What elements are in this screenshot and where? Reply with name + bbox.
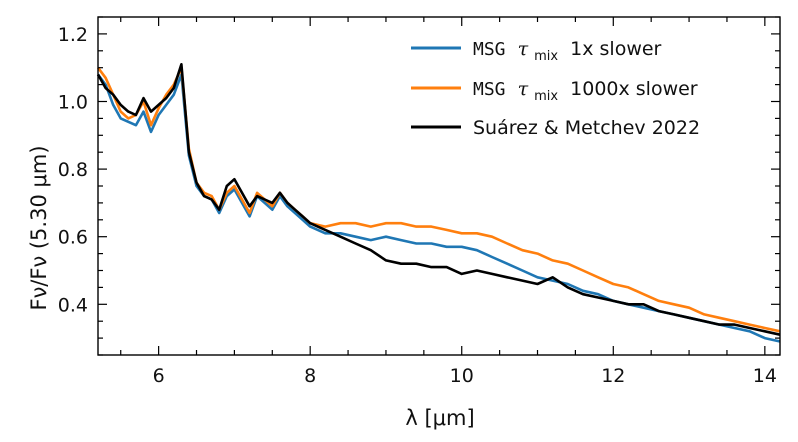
x-tick-label: 12 (601, 365, 625, 387)
y-tick-label: 1.2 (58, 24, 88, 46)
axis-ticks (98, 16, 780, 356)
legend-1-symbol: τ (518, 38, 529, 60)
y-axis-label: Fν/Fν (5.30 μm) (27, 145, 51, 310)
legend-entry-3: Suárez & Metchev 2022 (473, 117, 700, 139)
series-line-3 (96, 63, 781, 336)
series-line-1 (96, 73, 781, 343)
x-tick-label: 8 (304, 365, 316, 387)
legend-entry-1: MSG τ mix 1x slower (473, 38, 662, 65)
legend-1-subscript: mix (534, 49, 558, 64)
legend-2-subscript: mix (534, 89, 558, 104)
legend: MSG τ mix 1x slower MSG τ mix 1000x slow… (411, 38, 700, 139)
x-tick-label: 10 (450, 365, 474, 387)
legend-entry-2: MSG τ mix 1000x slower (473, 78, 698, 105)
y-tick-label: 1.0 (58, 92, 88, 114)
legend-2-prefix: MSG (473, 79, 506, 100)
y-tick-label: 0.8 (58, 159, 88, 181)
y-tick-label: 0.4 (58, 294, 88, 316)
plot-lines (96, 63, 781, 343)
legend-2-suffix: 1000x slower (570, 78, 698, 100)
x-tick-label: 6 (153, 365, 165, 387)
legend-1-prefix: MSG (473, 39, 506, 60)
legend-1-suffix: 1x slower (570, 38, 661, 60)
x-axis-label: λ [μm] (405, 406, 474, 430)
y-tick-label: 0.6 (58, 227, 88, 249)
legend-2-symbol: τ (518, 78, 529, 100)
tick-labels: 6 8 10 12 14 0.4 0.6 0.8 1.0 1.2 (58, 24, 777, 387)
x-tick-label: 14 (753, 365, 777, 387)
series-line-2 (96, 66, 781, 333)
